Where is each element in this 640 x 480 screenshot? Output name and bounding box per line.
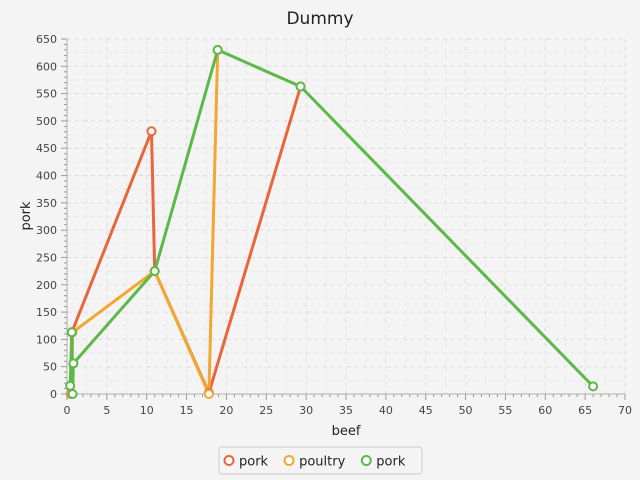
y-tick-label: 50 (43, 361, 57, 374)
x-tick-label: 40 (379, 404, 393, 417)
series-point-2 (66, 327, 77, 338)
y-tick-label: 550 (36, 88, 57, 101)
y-tick-label: 350 (36, 197, 57, 210)
series-point-2 (68, 358, 79, 369)
legend-label: poultry (299, 455, 345, 470)
x-tick-label: 50 (459, 404, 473, 417)
x-tick-label: 25 (259, 404, 273, 417)
y-tick-label: 400 (36, 170, 57, 183)
y-tick-label: 600 (36, 60, 57, 73)
series-point-1 (203, 389, 214, 399)
series-point-2 (212, 44, 223, 55)
series-layer (65, 44, 599, 399)
legend-label: pork (376, 455, 406, 470)
legend-label: pork (239, 455, 269, 470)
series-point-0 (146, 126, 157, 137)
series-point-2 (295, 81, 306, 92)
legend-item[interactable]: pork (223, 455, 269, 470)
x-tick-label: 20 (219, 404, 233, 417)
x-tick-label: 35 (339, 404, 353, 417)
x-tick-label: 15 (180, 404, 194, 417)
x-axis-title: beef (332, 424, 361, 439)
y-tick-label: 0 (50, 388, 57, 401)
y-axis-title: pork (19, 201, 34, 231)
x-tick-label: 65 (578, 404, 592, 417)
legend-marker-icon (283, 455, 295, 466)
x-tick-label: 0 (64, 404, 71, 417)
legend-item[interactable]: pork (360, 455, 406, 470)
x-tick-label: 5 (103, 404, 110, 417)
y-tick-label: 450 (36, 142, 57, 155)
x-tick-label: 70 (618, 404, 632, 417)
series-point-2 (67, 389, 78, 399)
series-point-2 (65, 380, 76, 391)
legend-marker-icon (360, 455, 372, 466)
x-tick-label: 10 (140, 404, 154, 417)
x-tick-label: 60 (538, 404, 552, 417)
grid (67, 38, 626, 394)
y-tick-label: 300 (36, 224, 57, 237)
legend-marker-icon (223, 455, 235, 466)
legend-item[interactable]: poultry (283, 455, 346, 470)
legend-box (218, 446, 423, 475)
legend: pork poultry pork (218, 446, 423, 475)
x-tick-label: 45 (419, 404, 433, 417)
y-tick-label: 100 (36, 333, 57, 346)
y-tick-label: 250 (36, 251, 57, 264)
axes: 0 5 10 15 20 25 30 35 40 45 50 55 60 65 70 0 50 100 150 200… (36, 33, 632, 417)
series-point-2 (588, 381, 599, 392)
y-tick-label: 500 (36, 115, 57, 128)
series-line-2 (68, 48, 595, 396)
y-tick-label: 200 (36, 279, 57, 292)
x-tick-label: 55 (498, 404, 512, 417)
chart-title: Dummy (286, 9, 353, 29)
y-tick-label: 150 (36, 306, 57, 319)
x-tick-label: 30 (299, 404, 313, 417)
y-tick-label: 650 (36, 33, 57, 46)
series-point-2 (149, 266, 160, 277)
